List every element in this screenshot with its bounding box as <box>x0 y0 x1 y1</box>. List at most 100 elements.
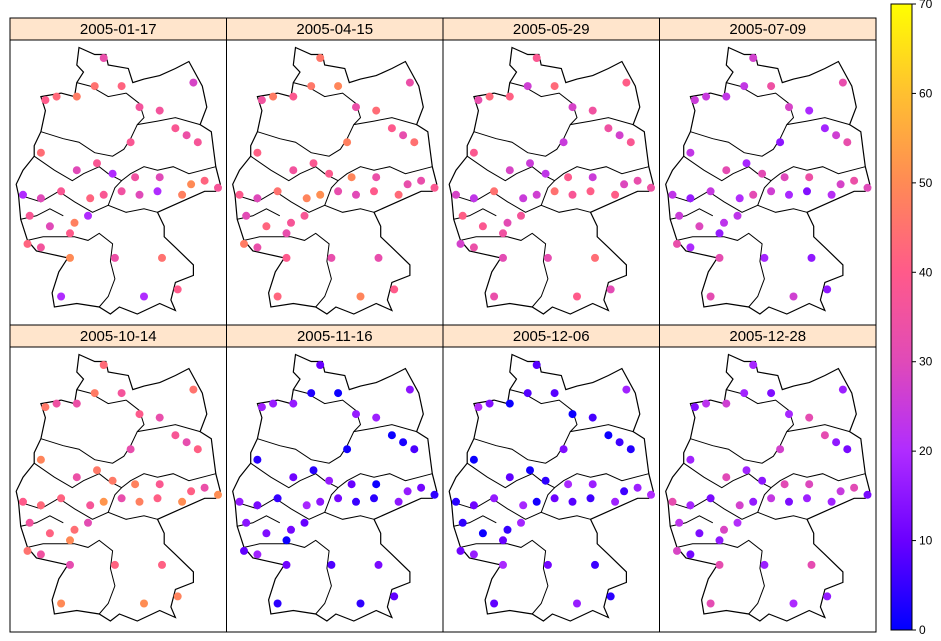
station-point <box>126 445 135 454</box>
station-point <box>187 487 196 496</box>
panel-3: 2005-05-29 <box>442 17 660 326</box>
station-point <box>387 124 396 133</box>
station-point <box>843 445 852 454</box>
state-border <box>676 232 765 308</box>
station-point <box>173 592 182 601</box>
country-outline <box>15 353 221 622</box>
state-border <box>234 190 375 213</box>
station-point <box>316 54 325 62</box>
state-border <box>18 497 158 520</box>
station-point <box>633 483 642 492</box>
station-point <box>668 190 677 199</box>
station-point <box>850 483 859 492</box>
station-point <box>403 180 412 189</box>
state-border <box>540 180 555 206</box>
panel-title: 2005-04-15 <box>296 21 373 38</box>
station-point <box>803 494 811 503</box>
station-point <box>474 403 483 412</box>
station-point <box>45 222 54 231</box>
panel-title: 2005-11-16 <box>297 328 373 345</box>
state-border <box>451 497 591 520</box>
station-point <box>372 480 381 489</box>
station-point <box>588 173 597 182</box>
station-point <box>541 476 550 485</box>
station-point <box>155 173 164 182</box>
state-border <box>726 389 795 432</box>
station-point <box>836 487 845 496</box>
station-point <box>474 96 483 105</box>
station-point <box>722 92 731 101</box>
station-point <box>740 82 749 91</box>
station-point <box>131 480 140 489</box>
station-point <box>155 480 164 489</box>
station-point <box>458 518 467 527</box>
panel-5: 2005-10-14 <box>9 324 227 633</box>
station-point <box>820 431 829 440</box>
panel-title: 2005-12-28 <box>729 328 806 345</box>
station-point <box>532 190 541 199</box>
station-point <box>505 166 514 175</box>
station-point <box>675 211 684 220</box>
station-point <box>36 194 45 203</box>
state-border <box>40 117 201 157</box>
station-point <box>273 494 282 503</box>
station-point <box>469 148 478 157</box>
panel-2: 2005-04-15 <box>226 17 444 326</box>
station-point <box>559 445 568 454</box>
station-point <box>690 403 699 412</box>
station-point <box>405 385 414 394</box>
station-point <box>675 518 684 527</box>
colorbar-tick-label: 20 <box>919 444 933 458</box>
station-point <box>758 476 767 485</box>
station-point <box>517 518 525 527</box>
station-point <box>155 413 164 422</box>
colorbar-tick-label: 60 <box>919 86 933 100</box>
station-point <box>469 455 478 464</box>
station-point <box>25 211 34 220</box>
station-point <box>374 253 383 262</box>
station-point <box>374 560 383 569</box>
station-point <box>742 466 751 475</box>
station-point <box>347 173 356 182</box>
station-point <box>611 190 620 199</box>
state-border <box>473 117 634 157</box>
station-point <box>490 494 499 503</box>
station-point <box>490 292 499 301</box>
station-point <box>706 187 715 196</box>
station-point <box>469 501 478 510</box>
panel-6: 2005-11-16 <box>226 324 444 633</box>
station-point <box>135 190 144 199</box>
station-point <box>214 183 222 192</box>
station-point <box>469 550 478 559</box>
station-point <box>686 243 695 252</box>
country-outline <box>665 353 871 622</box>
station-point <box>282 229 291 238</box>
station-point <box>499 560 507 569</box>
station-point <box>620 180 629 189</box>
state-border <box>690 424 850 464</box>
station-point <box>733 211 742 220</box>
station-point <box>25 518 34 527</box>
station-point <box>519 501 528 510</box>
station-point <box>66 229 74 238</box>
station-point <box>131 173 140 182</box>
station-point <box>347 480 356 489</box>
station-point <box>200 176 209 185</box>
station-point <box>257 96 266 105</box>
station-point <box>836 180 845 189</box>
panel-4: 2005-07-09 <box>659 17 877 326</box>
station-point <box>99 190 108 199</box>
station-point <box>66 253 74 262</box>
station-point <box>356 292 365 301</box>
station-point <box>823 285 832 294</box>
colorbar-tick-label: 0 <box>919 623 926 636</box>
station-point <box>334 494 343 503</box>
station-point <box>23 546 32 555</box>
station-point <box>153 494 162 503</box>
station-point <box>863 490 872 499</box>
station-point <box>673 239 681 248</box>
station-point <box>126 138 135 147</box>
station-point <box>469 243 478 252</box>
station-point <box>559 138 568 147</box>
station-point <box>187 180 196 189</box>
